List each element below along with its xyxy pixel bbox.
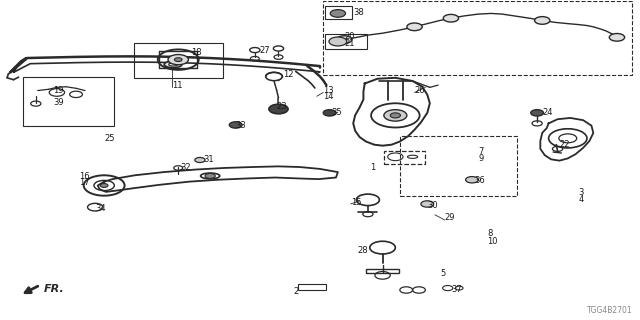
Text: 7: 7 [478,147,484,156]
Text: 2: 2 [293,287,298,296]
Text: 35: 35 [332,108,342,117]
Bar [325,6,352,19]
Bar [366,269,399,273]
Bar [323,1,632,75]
Text: FR.: FR. [44,284,65,294]
Bar [134,43,223,78]
Circle shape [444,14,459,22]
Text: 25: 25 [104,134,115,143]
Text: 36: 36 [474,176,485,185]
Text: 3: 3 [579,188,584,197]
Circle shape [609,34,625,41]
Circle shape [407,23,422,31]
Text: 21: 21 [344,39,355,48]
Bar [325,34,367,49]
Text: 4: 4 [579,195,584,204]
Text: 5: 5 [440,268,445,278]
Circle shape [229,122,242,128]
Text: 11: 11 [172,81,182,90]
Text: 38: 38 [353,8,364,17]
Text: 14: 14 [323,92,333,101]
Bar [384,151,426,164]
Text: 34: 34 [95,204,106,213]
Circle shape [329,37,347,46]
Text: 32: 32 [180,163,191,172]
Text: 39: 39 [53,98,64,107]
Text: 1: 1 [370,163,375,172]
Circle shape [531,110,543,116]
Circle shape [100,184,108,188]
Circle shape [384,110,407,121]
Text: 27: 27 [259,45,270,55]
Text: 12: 12 [283,70,294,79]
Text: 33: 33 [236,121,246,130]
Circle shape [466,177,478,183]
Text: 37: 37 [451,285,461,294]
Circle shape [195,157,205,163]
Text: 22: 22 [559,140,570,149]
Text: 8: 8 [487,229,493,238]
Bar [400,136,516,196]
Text: 15: 15 [351,197,361,206]
Text: 9: 9 [478,154,484,163]
Text: 30: 30 [428,201,438,210]
Circle shape [421,201,434,207]
Circle shape [168,54,188,65]
Text: 18: 18 [191,48,202,57]
Text: 29: 29 [445,213,455,222]
Text: 23: 23 [276,102,287,111]
Ellipse shape [164,61,182,68]
Text: 26: 26 [415,86,425,95]
Text: 10: 10 [487,237,498,246]
Text: 13: 13 [323,86,334,95]
Text: TGG4B2701: TGG4B2701 [588,306,633,315]
Circle shape [174,58,182,61]
Circle shape [337,36,352,44]
Circle shape [390,113,401,118]
Text: 19: 19 [53,86,63,95]
Text: 20: 20 [344,32,355,41]
Circle shape [330,10,346,17]
Circle shape [205,173,215,179]
Text: 28: 28 [357,246,367,255]
Circle shape [269,104,288,114]
Circle shape [323,110,336,116]
Text: 17: 17 [79,179,89,188]
Text: 16: 16 [79,172,89,181]
Bar [298,284,326,290]
Text: 24: 24 [542,108,553,117]
Text: 31: 31 [204,155,214,164]
Circle shape [534,17,550,24]
Bar [23,76,115,125]
